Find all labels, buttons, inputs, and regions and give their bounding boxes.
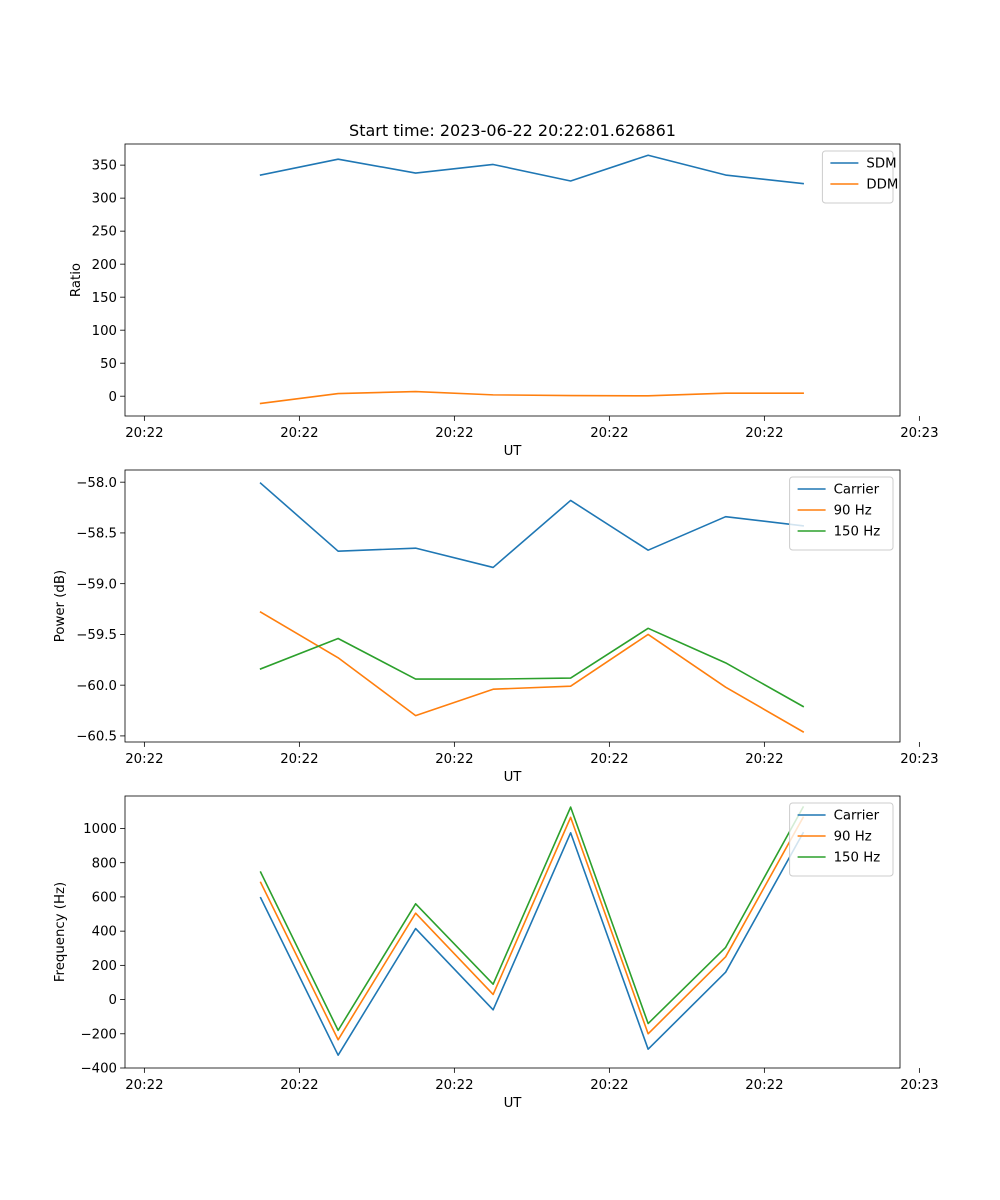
frequency-y-tick-label: 800 [92, 856, 117, 871]
power-axes-frame [124, 469, 901, 743]
power-y-tick-label: −60.5 [76, 730, 117, 745]
ratio-y-tick-label: 250 [92, 225, 117, 240]
ratio-series-sdm-line [259, 154, 805, 185]
ratio-axes-frame [124, 143, 901, 417]
ratio-x-tick-label: 20:22 [745, 426, 783, 441]
ratio-y-tick-label: 350 [92, 159, 117, 174]
frequency-y-axis-label: Frequency (Hz) [53, 882, 68, 982]
power-x-tick-label: 20:22 [745, 752, 783, 767]
ratio-y-tick-label: 300 [92, 192, 117, 207]
power-legend-label-150-hz: 150 Hz [834, 525, 881, 540]
frequency-x-tick-label: 20:22 [280, 1078, 318, 1093]
frequency-series-carrier-line [259, 831, 805, 1056]
ratio-y-tick-label: 200 [92, 258, 117, 273]
ratio-x-tick-label: 20:22 [125, 426, 163, 441]
ratio-series-ddm-line [259, 390, 804, 405]
frequency-series-150-hz-line [259, 806, 805, 1032]
ratio-legend-label-ddm: DDM [866, 178, 898, 193]
ratio-x-axis-label: UT [504, 444, 523, 459]
figure-title: Start time: 2023-06-22 20:22:01.626861 [349, 121, 676, 140]
power-legend-label-90-hz: 90 Hz [834, 504, 872, 519]
panel-power: 20:22 20:22 20:22 20:22 20:22 20:23 −60.5 −60.0… [53, 469, 939, 785]
power-y-tick-label: −60.0 [76, 679, 117, 694]
power-x-tick-label: 20:22 [435, 752, 473, 767]
frequency-x-tick-label: 20:22 [435, 1078, 473, 1093]
frequency-y-tick-label: −200 [80, 1027, 117, 1042]
power-y-axis-label: Power (dB) [53, 570, 68, 642]
ratio-legend: SDM DDM [821, 150, 898, 204]
power-series-carrier-line [259, 482, 805, 569]
power-x-tick-label: 20:22 [125, 752, 163, 767]
ratio-legend-label-sdm: SDM [866, 157, 896, 172]
power-y-tick-label: −58.0 [76, 476, 117, 491]
frequency-y-tick-label: 600 [92, 891, 117, 906]
frequency-y-tick-label: 400 [92, 925, 117, 940]
ratio-x-tick-label: 20:22 [435, 426, 473, 441]
frequency-y-tick-label: 0 [109, 993, 117, 1008]
power-x-tick-label: 20:22 [280, 752, 318, 767]
power-legend-label-carrier: Carrier [834, 483, 880, 498]
frequency-y-tick-label: 200 [92, 959, 117, 974]
power-y-tick-label: −59.0 [76, 577, 117, 592]
ratio-y-tick-label: 100 [92, 324, 117, 339]
frequency-x-tick-label: 20:22 [745, 1078, 783, 1093]
frequency-y-tick-label: −400 [80, 1062, 117, 1077]
power-x-axis-label: UT [504, 770, 523, 785]
frequency-x-tick-label: 20:22 [125, 1078, 163, 1093]
frequency-x-tick-label: 20:22 [590, 1078, 628, 1093]
frequency-legend: Carrier 90 Hz 150 Hz [789, 802, 894, 877]
ratio-y-axis-label: Ratio [69, 263, 84, 297]
frequency-axes-frame [124, 795, 901, 1069]
ratio-y-tick-label: 50 [100, 357, 117, 372]
frequency-x-tick-label: 20:23 [900, 1078, 938, 1093]
power-y-tick-label: −59.5 [76, 628, 117, 643]
frequency-x-axis-label: UT [504, 1096, 523, 1111]
power-series-90-hz-line [259, 610, 805, 733]
frequency-series-90-hz-line [259, 816, 805, 1041]
panel-frequency: 20:22 20:22 20:22 20:22 20:22 20:23 −400 −200 0 2… [53, 795, 939, 1111]
ratio-legend-box [821, 150, 894, 204]
frequency-y-tick-label: 1000 [83, 822, 117, 837]
frequency-legend-label-90-hz: 90 Hz [834, 830, 872, 845]
ratio-x-tick-label: 20:22 [590, 426, 628, 441]
power-series-150-hz-line [259, 627, 805, 708]
power-x-tick-label: 20:23 [900, 752, 938, 767]
frequency-legend-label-carrier: Carrier [834, 809, 880, 824]
power-y-tick-label: −58.5 [76, 527, 117, 542]
frequency-legend-label-150-hz: 150 Hz [834, 851, 881, 866]
power-legend: Carrier 90 Hz 150 Hz [789, 476, 894, 551]
ratio-x-tick-label: 20:23 [900, 426, 938, 441]
ratio-y-tick-label: 0 [109, 390, 117, 405]
panel-ratio: 20:22 20:22 20:22 20:22 20:22 20:23 0 50 100 150 2… [69, 143, 939, 459]
ratio-y-tick-label: 150 [92, 291, 117, 306]
ratio-x-tick-label: 20:22 [280, 426, 318, 441]
power-x-tick-label: 20:22 [590, 752, 628, 767]
